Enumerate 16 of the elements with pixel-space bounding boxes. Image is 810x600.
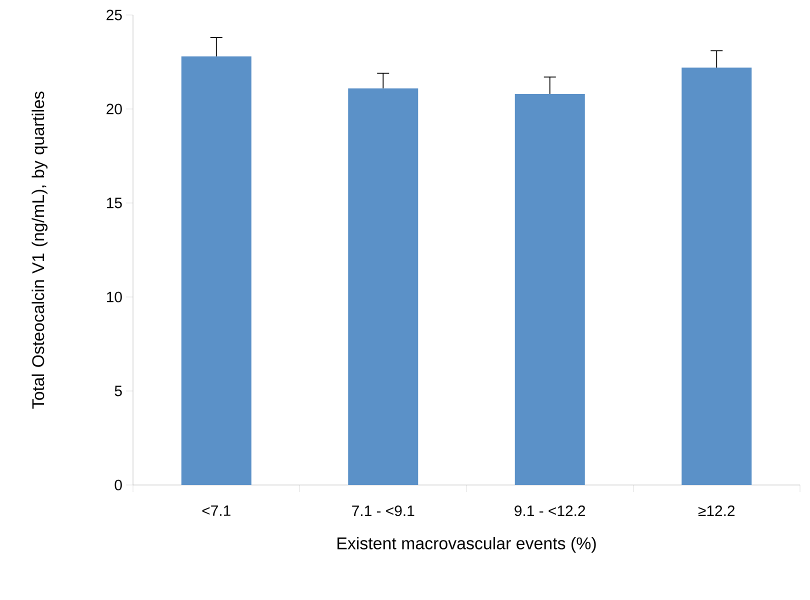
x-tick-label: <7.1 [202, 506, 230, 516]
bar [348, 88, 418, 485]
y-axis-title: Total Osteocalcin V1 (ng/mL), by quartiles [32, 92, 48, 409]
y-tick-label: 15 [107, 198, 122, 208]
bar [514, 94, 585, 485]
x-tick-label: ≥12.2 [698, 506, 735, 516]
y-tick-label: 25 [106, 10, 122, 20]
y-tick-label: 10 [107, 292, 122, 302]
bar [682, 68, 752, 485]
x-axis-title: Existent macrovascular events (%) [338, 536, 596, 553]
y-tick-label: 5 [114, 386, 122, 396]
y-tick-label: 0 [114, 480, 122, 490]
bar [181, 56, 252, 485]
x-tick-label: 9.1 - <12.2 [514, 506, 586, 516]
x-tick-label: 7.1 - <9.1 [352, 506, 414, 516]
y-tick-label: 20 [106, 104, 122, 114]
